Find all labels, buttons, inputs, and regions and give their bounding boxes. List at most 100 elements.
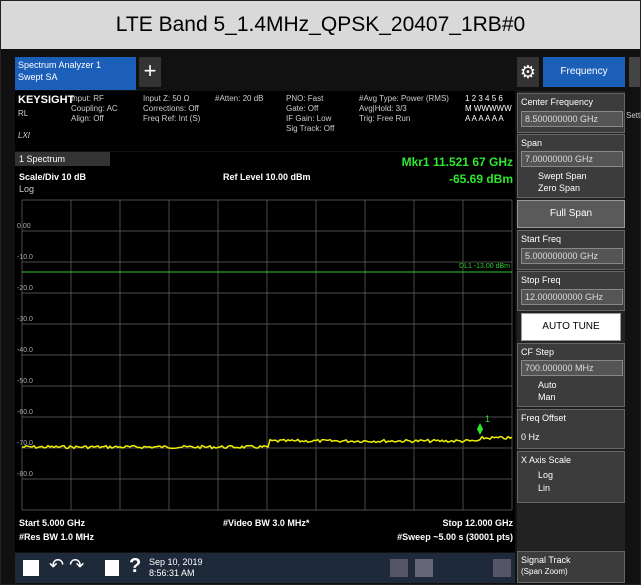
value: 7.00000000 GHz bbox=[521, 151, 623, 167]
time: 8:56:31 AM bbox=[149, 568, 195, 578]
y-label: -10.0 bbox=[17, 254, 33, 261]
value: 700.000000 MHz bbox=[521, 360, 623, 376]
info-text: Gate: Off bbox=[286, 104, 319, 113]
edge bbox=[629, 57, 640, 87]
frequency-menu[interactable]: Frequency bbox=[543, 57, 625, 87]
value: 0 Hz bbox=[521, 432, 540, 442]
stop: Stop 12.000 GHz bbox=[442, 518, 513, 528]
rbw: #Res BW 1.0 MHz bbox=[19, 532, 95, 542]
start-key[interactable]: Start Freq 5.000000000 GHz bbox=[517, 230, 625, 270]
app-icon[interactable] bbox=[415, 559, 433, 577]
option: Swept Span bbox=[538, 171, 587, 181]
y-label: 0.00 bbox=[17, 223, 31, 230]
xscale-key[interactable]: X Axis Scale Log Lin bbox=[517, 451, 625, 503]
graph: 1 Spectrum Scale/Div 10 dB Log Ref Level… bbox=[15, 152, 515, 552]
app-icon[interactable] bbox=[493, 559, 511, 577]
y-label: -40.0 bbox=[17, 347, 33, 354]
page-title: LTE Band 5_1.4MHz_QPSK_20407_1RB#0 bbox=[0, 0, 641, 50]
lxi: LXI bbox=[18, 131, 31, 140]
marker-freq: Mkr1 11.521 67 GHz bbox=[402, 155, 513, 169]
rl: RL bbox=[18, 109, 29, 118]
help[interactable]: ? bbox=[129, 555, 142, 577]
vbw: #Video BW 3.0 MHz* bbox=[223, 518, 310, 528]
label: Freq Offset bbox=[521, 413, 566, 423]
file[interactable] bbox=[105, 560, 119, 576]
info-text: Sig Track: Off bbox=[286, 124, 335, 133]
option: Lin bbox=[538, 483, 551, 493]
sweep: #Sweep ~5.00 s (30001 pts) bbox=[397, 532, 513, 542]
y-label: -60.0 bbox=[17, 409, 33, 416]
stop-key[interactable]: Stop Freq 12.000000000 GHz bbox=[517, 271, 625, 311]
marker-level: -65.69 dBm bbox=[449, 172, 513, 186]
undo[interactable]: ↶ ↷ bbox=[49, 555, 85, 575]
label: CF Step bbox=[521, 347, 555, 357]
clock: Sep 10, 2019 8:56:31 AM bbox=[149, 557, 203, 579]
settings-gear[interactable]: ⚙ bbox=[517, 57, 539, 87]
start-button[interactable] bbox=[23, 560, 39, 576]
full-span[interactable]: Full Span bbox=[517, 200, 625, 228]
scale: Scale/Div 10 dB bbox=[19, 172, 87, 182]
label: Signal Track bbox=[521, 555, 571, 565]
info-text: A A A A A A bbox=[465, 114, 504, 123]
tab-title: Spectrum Analyzer 1 bbox=[18, 60, 102, 70]
window-tab[interactable] bbox=[15, 152, 110, 166]
graph-bg bbox=[15, 152, 515, 552]
info-text: Input Z: 50 Ω bbox=[143, 94, 190, 103]
settings-tab[interactable]: Settings bbox=[626, 111, 641, 120]
sub: (Span Zoom) bbox=[521, 567, 568, 576]
label: Span bbox=[521, 138, 543, 148]
marker bbox=[477, 423, 483, 435]
app-icon[interactable] bbox=[390, 559, 408, 577]
label: Start Freq bbox=[521, 234, 562, 244]
brand: KEYSIGHT bbox=[18, 94, 75, 106]
option: Zero Span bbox=[538, 183, 581, 193]
info-text: #Avg Type: Power (RMS) bbox=[359, 94, 449, 103]
start: Start 5.000 GHz bbox=[19, 518, 86, 528]
info-text: IF Gain: Low bbox=[286, 114, 332, 123]
value: 12.000000000 GHz bbox=[521, 289, 623, 305]
y-label: -80.0 bbox=[17, 471, 33, 478]
info-text: 1 2 3 4 5 6 bbox=[465, 94, 503, 103]
y-label: -70.0 bbox=[17, 440, 33, 447]
taskbar: ↶ ↷ ? Sep 10, 2019 8:56:31 AM bbox=[15, 553, 515, 583]
info-text: #Atten: 20 dB bbox=[215, 94, 264, 103]
analyzer-screen: Spectrum Analyzer 1 Swept SA + ⚙ Frequen… bbox=[0, 49, 641, 585]
cf-key[interactable]: CF Step 700.000000 MHz Auto Man bbox=[517, 343, 625, 407]
y-label: -50.0 bbox=[17, 378, 33, 385]
log: Log bbox=[19, 184, 34, 194]
info-text: Align: Off bbox=[71, 114, 104, 123]
info-text: M WWWWW bbox=[465, 104, 512, 113]
add-tab[interactable]: + bbox=[139, 57, 161, 87]
marker-id: 1 bbox=[485, 414, 490, 424]
offset-key[interactable]: Freq Offset 0 Hz bbox=[517, 409, 625, 449]
track-key[interactable]: Signal Track (Span Zoom) bbox=[517, 551, 625, 583]
auto-tune[interactable]: AUTO TUNE bbox=[521, 313, 621, 341]
label: X Axis Scale bbox=[521, 455, 572, 465]
value: 5.000000000 GHz bbox=[521, 248, 623, 264]
date: Sep 10, 2019 bbox=[149, 557, 203, 567]
center-key[interactable]: Center Frequency 8.500000000 GHz bbox=[517, 93, 625, 133]
info-text: Trig: Free Run bbox=[359, 114, 411, 123]
info-text: Freq Ref: Int (S) bbox=[143, 114, 201, 123]
label: Stop Freq bbox=[521, 275, 561, 285]
display-line-label: DL1 -13.00 dBm bbox=[459, 263, 510, 270]
y-label: -30.0 bbox=[17, 316, 33, 323]
info-bar: KEYSIGHT RL LXI Input: RF Coupling: AC Ali… bbox=[15, 91, 515, 151]
option: Man bbox=[538, 392, 556, 402]
ref-level: Ref Level 10.00 dBm bbox=[223, 172, 311, 182]
info-text: PNO: Fast bbox=[286, 94, 324, 103]
label: Center Frequency bbox=[521, 97, 594, 107]
info-text: Corrections: Off bbox=[143, 104, 199, 113]
span-key[interactable]: Span 7.00000000 GHz Swept Span Zero Span bbox=[517, 134, 625, 198]
option: Log bbox=[538, 470, 554, 480]
y-label: -20.0 bbox=[17, 285, 33, 292]
info-text: Avg|Hold: 3/3 bbox=[359, 104, 407, 113]
softkey-panel: Center Frequency 8.500000000 GHz Span 7.… bbox=[517, 91, 625, 583]
window-name: 1 Spectrum bbox=[19, 154, 65, 164]
tab-sub: Swept SA bbox=[18, 72, 58, 82]
tab[interactable]: Spectrum Analyzer 1 Swept SA bbox=[15, 57, 136, 90]
value: 8.500000000 GHz bbox=[521, 111, 623, 127]
trace bbox=[21, 435, 513, 450]
info-text: Input: RF bbox=[71, 94, 104, 103]
